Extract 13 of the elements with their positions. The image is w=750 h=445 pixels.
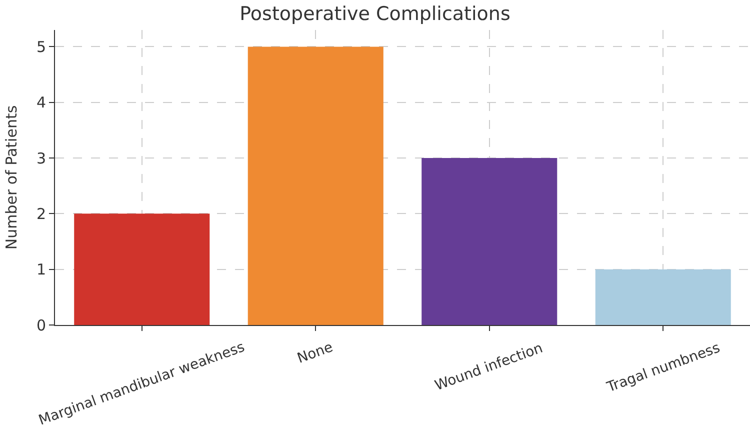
y-tick-label: 3 [36,149,46,168]
y-tick-label: 5 [36,38,46,56]
x-tick-label: None [295,339,336,367]
y-axis-title: Number of Patients [2,105,21,250]
bar [595,269,731,325]
y-tick-label: 2 [36,204,46,223]
bar [248,46,384,325]
chart-title: Postoperative Complications [240,2,510,25]
y-tick-label: 1 [36,260,46,279]
bar [74,214,210,325]
y-tick-label: 4 [36,94,46,112]
y-tick-label: 0 [36,316,46,334]
bar [422,158,558,325]
